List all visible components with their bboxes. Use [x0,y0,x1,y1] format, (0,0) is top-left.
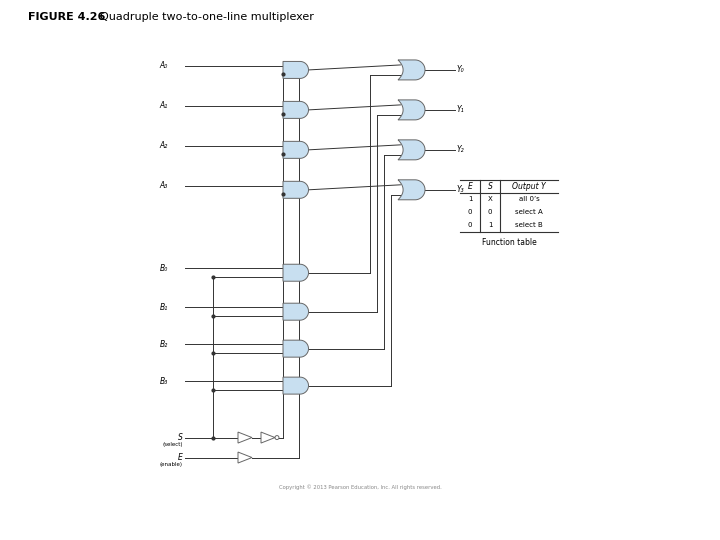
Text: E: E [178,453,183,462]
Text: All rights reserved.: All rights reserved. [432,525,498,532]
Text: Quadruple two-to-one-line multiplexer: Quadruple two-to-one-line multiplexer [100,12,314,22]
Text: Y₀: Y₀ [457,65,464,75]
Text: Y₁: Y₁ [457,105,464,114]
Text: B₂: B₂ [160,340,168,349]
Text: A₂: A₂ [160,141,168,150]
Polygon shape [283,377,308,394]
Polygon shape [283,264,308,281]
Text: (enable): (enable) [160,462,183,467]
Text: Y₃: Y₃ [457,185,464,194]
Text: M. Morris Mano • Michael D. Ciletti: M. Morris Mano • Michael D. Ciletti [126,525,248,532]
Text: 0: 0 [487,210,492,215]
Polygon shape [283,62,308,78]
Text: A₁: A₁ [160,101,168,110]
Circle shape [275,436,279,440]
Polygon shape [398,100,425,120]
Text: ALWAYS LEARNING: ALWAYS LEARNING [9,513,90,522]
Text: FIGURE 4.26: FIGURE 4.26 [28,12,105,22]
Text: B₃: B₃ [160,377,168,386]
Text: 0: 0 [468,210,472,215]
Text: Copyright © 2013 Pearson Education, Inc. All rights reserved.: Copyright © 2013 Pearson Education, Inc.… [279,485,441,490]
Text: all 0’s: all 0’s [518,197,539,202]
Polygon shape [283,303,308,320]
Text: B₁: B₁ [160,303,168,312]
Text: Output Y: Output Y [512,182,546,191]
Polygon shape [283,181,308,198]
Text: Copyright © 2013 by Pearson Education, Inc.: Copyright © 2013 by Pearson Education, I… [432,509,590,516]
Text: X: X [487,197,492,202]
Text: PEARSON: PEARSON [616,511,713,529]
Text: 0: 0 [468,222,472,228]
Polygon shape [398,140,425,160]
Polygon shape [398,180,425,200]
Text: 1: 1 [468,197,472,202]
Text: 1: 1 [487,222,492,228]
Text: S: S [487,182,492,191]
Text: Digital Design: With an Introduction to the Verilog HDL, 5e: Digital Design: With an Introduction to … [126,509,332,516]
Text: S: S [178,433,183,442]
Text: Y₂: Y₂ [457,145,464,154]
Text: select A: select A [515,210,543,215]
Polygon shape [398,60,425,80]
Polygon shape [283,141,308,158]
Text: Function table: Function table [482,238,536,247]
Text: select B: select B [515,222,543,228]
Text: E: E [467,182,472,191]
Polygon shape [283,102,308,118]
Text: A₀: A₀ [160,61,168,70]
Polygon shape [238,452,252,463]
Text: A₃: A₃ [160,181,168,190]
Polygon shape [238,432,252,443]
Text: B₀: B₀ [160,264,168,273]
Text: (select): (select) [163,442,183,447]
Polygon shape [261,432,275,443]
Polygon shape [283,340,308,357]
